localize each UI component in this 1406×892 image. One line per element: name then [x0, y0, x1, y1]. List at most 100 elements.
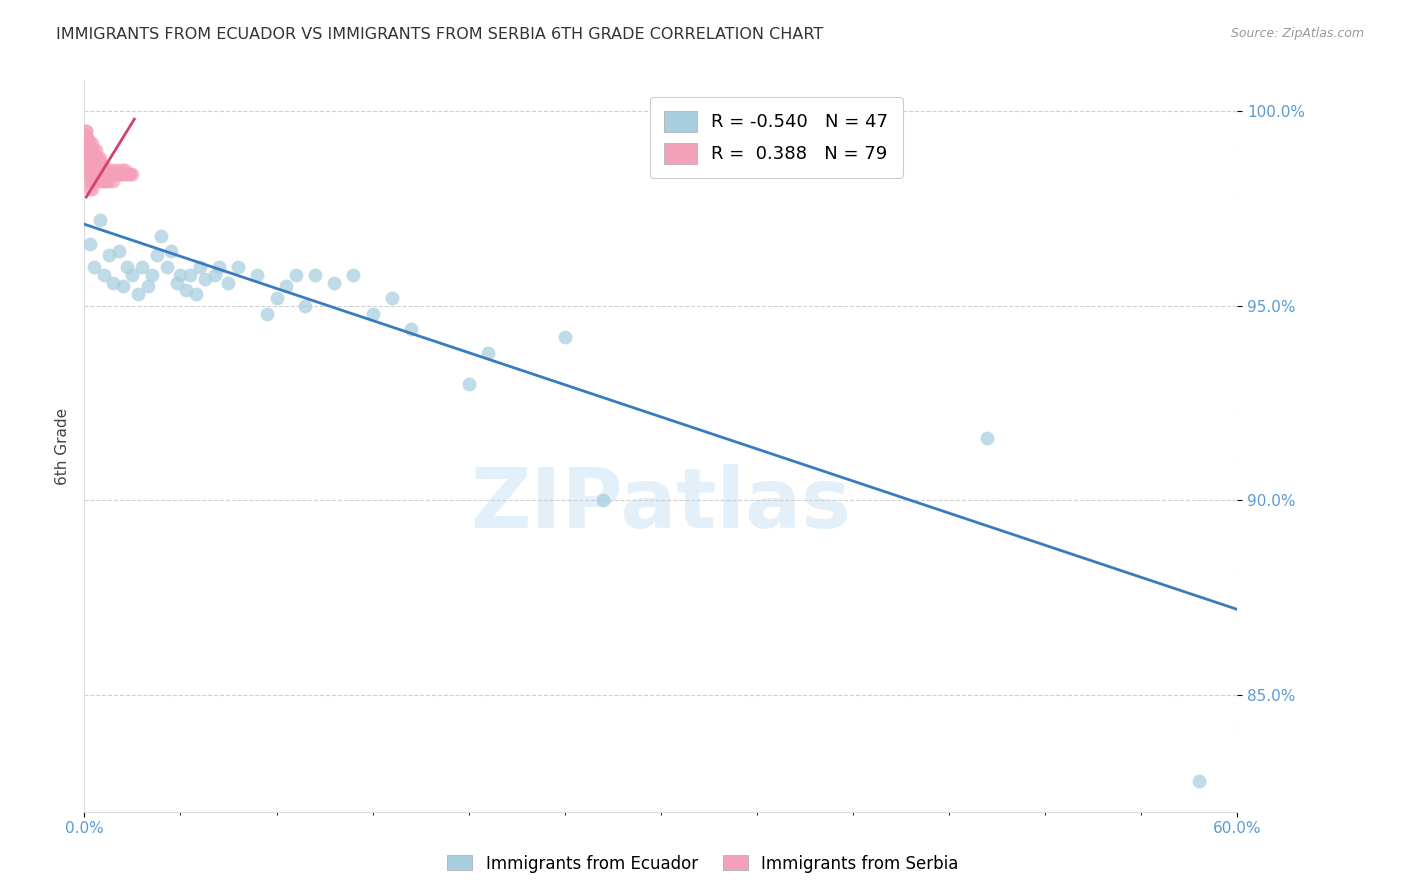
Point	[83, 151, 105, 165]
Point	[75, 128, 97, 142]
Point	[131, 260, 153, 274]
Point	[84, 174, 107, 188]
Point	[80, 147, 103, 161]
Point	[104, 167, 127, 181]
Point	[98, 174, 121, 188]
Point	[188, 260, 211, 274]
Point	[75, 162, 97, 177]
Point	[90, 159, 112, 173]
Point	[204, 268, 226, 282]
Point	[226, 260, 249, 274]
Point	[87, 167, 110, 181]
Point	[399, 322, 422, 336]
Text: IMMIGRANTS FROM ECUADOR VS IMMIGRANTS FROM SERBIA 6TH GRADE CORRELATION CHART: IMMIGRANTS FROM ECUADOR VS IMMIGRANTS FR…	[56, 27, 824, 42]
Point	[96, 167, 118, 181]
Point	[93, 268, 115, 282]
Point	[108, 244, 131, 259]
Point	[294, 299, 316, 313]
Point	[79, 236, 101, 251]
Point	[218, 276, 240, 290]
Point	[105, 167, 128, 181]
Point	[381, 291, 404, 305]
Point	[96, 174, 118, 188]
Point	[120, 167, 142, 181]
Point	[75, 144, 97, 158]
Point	[75, 131, 97, 145]
Point	[98, 167, 121, 181]
Point	[80, 159, 103, 173]
Point	[94, 174, 117, 188]
Point	[104, 162, 127, 177]
Point	[477, 345, 499, 359]
Point	[77, 151, 100, 165]
Point	[246, 268, 269, 282]
Point	[80, 167, 103, 181]
Point	[115, 167, 138, 181]
Point	[89, 151, 111, 165]
Point	[103, 276, 124, 290]
Point	[592, 493, 614, 508]
Point	[80, 144, 103, 158]
Point	[361, 307, 384, 321]
Point	[89, 167, 111, 181]
Point	[79, 170, 101, 185]
Point	[276, 279, 298, 293]
Point	[75, 131, 97, 145]
Point	[80, 182, 103, 196]
Point	[83, 167, 105, 181]
Point	[108, 167, 131, 181]
Point	[79, 136, 101, 150]
Point	[266, 291, 288, 305]
Point	[117, 167, 139, 181]
Point	[179, 268, 201, 282]
Point	[75, 136, 97, 150]
Point	[141, 268, 163, 282]
Point	[146, 248, 169, 262]
Point	[77, 174, 100, 188]
Text: Source: ZipAtlas.com: Source: ZipAtlas.com	[1230, 27, 1364, 40]
Point	[80, 174, 103, 188]
Point	[184, 287, 207, 301]
Point	[87, 159, 110, 173]
Point	[79, 151, 101, 165]
Point	[103, 167, 124, 181]
Point	[194, 271, 217, 285]
Point	[976, 431, 998, 445]
Point	[174, 284, 197, 298]
Point	[84, 151, 107, 165]
Point	[79, 144, 101, 158]
Point	[84, 167, 107, 181]
Text: ZIPatlas: ZIPatlas	[471, 464, 851, 545]
Point	[150, 228, 173, 243]
Legend: R = -0.540   N = 47, R =  0.388   N = 79: R = -0.540 N = 47, R = 0.388 N = 79	[650, 96, 903, 178]
Point	[114, 162, 136, 177]
Point	[110, 167, 132, 181]
Point	[90, 167, 112, 181]
Point	[83, 144, 105, 158]
Point	[83, 174, 105, 188]
Point	[127, 287, 149, 301]
Point	[121, 167, 143, 181]
Point	[111, 167, 134, 181]
Point	[342, 268, 364, 282]
Point	[111, 162, 134, 177]
Point	[156, 260, 179, 274]
Point	[114, 167, 136, 181]
Point	[80, 151, 103, 165]
Point	[77, 144, 100, 158]
Point	[98, 248, 121, 262]
Point	[84, 144, 107, 158]
Y-axis label: 6th Grade: 6th Grade	[55, 408, 70, 484]
Point	[83, 260, 105, 274]
Point	[93, 167, 115, 181]
Point	[84, 151, 107, 165]
Point	[77, 131, 100, 145]
Point	[103, 174, 124, 188]
Point	[100, 162, 122, 177]
Point	[136, 279, 159, 293]
Point	[121, 268, 143, 282]
Point	[166, 276, 188, 290]
Point	[457, 376, 479, 391]
Point	[115, 260, 138, 274]
Point	[84, 159, 107, 173]
